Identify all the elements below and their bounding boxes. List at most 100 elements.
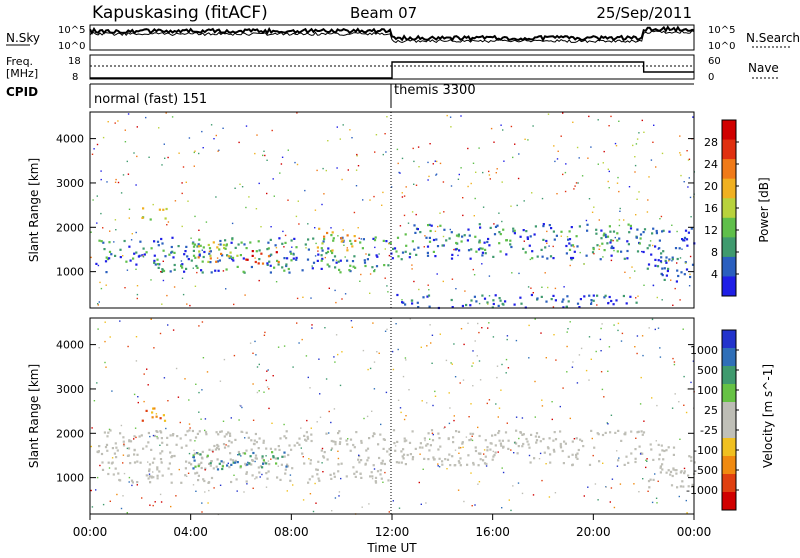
heatmap-noise <box>405 186 407 188</box>
heatmap-noise <box>289 474 292 476</box>
heatmap-noise <box>376 351 378 353</box>
heatmap-noise <box>411 268 413 270</box>
heatmap-cell <box>245 431 248 434</box>
heatmap-noise <box>259 476 261 478</box>
heatmap-noise <box>386 116 388 118</box>
heatmap-cell <box>245 449 248 452</box>
heatmap-cell <box>129 440 133 443</box>
heatmap-cell <box>117 472 120 475</box>
heatmap-cell <box>183 253 186 256</box>
heatmap-noise <box>639 403 642 405</box>
heatmap-cell <box>498 242 501 245</box>
heatmap-noise <box>428 175 430 178</box>
heatmap-cell <box>682 485 685 488</box>
heatmap-cell <box>477 248 481 251</box>
heatmap-noise <box>418 166 420 168</box>
heatmap-cell <box>693 461 696 464</box>
heatmap-noise <box>486 402 488 405</box>
heatmap-cell <box>354 266 357 269</box>
heatmap-noise <box>330 227 332 229</box>
heatmap-cell <box>528 244 531 247</box>
heatmap-noise <box>510 449 512 451</box>
heatmap-noise <box>636 138 639 140</box>
heatmap-noise <box>398 507 401 509</box>
heatmap-cell <box>603 249 606 252</box>
heatmap-cell <box>315 468 318 471</box>
heatmap-cell <box>361 247 364 250</box>
heatmap-noise <box>569 264 571 267</box>
heatmap-cell <box>194 472 197 475</box>
heatmap-noise <box>386 328 388 331</box>
heatmap-noise <box>178 468 180 471</box>
y-tick-label: 1000 <box>56 472 84 485</box>
heatmap-noise <box>213 138 215 140</box>
heatmap-noise <box>444 426 446 428</box>
heatmap-noise <box>102 503 105 506</box>
power-ylabel: Slant Range [km] <box>27 158 41 262</box>
heatmap-cell <box>342 240 345 243</box>
heatmap-cell <box>258 471 261 474</box>
heatmap-cell <box>567 455 570 458</box>
heatmap-noise <box>457 489 460 491</box>
colorbar-segment <box>722 276 736 297</box>
heatmap-noise <box>292 484 294 486</box>
heatmap-noise <box>252 487 254 489</box>
heatmap-cell <box>193 243 197 246</box>
heatmap-cell <box>283 257 286 260</box>
y-tick-label: 4000 <box>56 133 84 146</box>
heatmap-cell <box>192 467 195 470</box>
heatmap-cell <box>171 455 174 458</box>
heatmap-cell <box>269 447 272 450</box>
heatmap-noise <box>483 449 486 451</box>
heatmap-noise <box>446 114 448 117</box>
heatmap-cell <box>542 223 545 226</box>
heatmap-noise <box>218 248 220 250</box>
heatmap-noise <box>384 277 386 279</box>
heatmap-cell <box>216 468 220 471</box>
heatmap-cell <box>469 257 472 260</box>
heatmap-cell <box>273 266 276 269</box>
x-tick-label: 00:00 <box>73 525 108 539</box>
heatmap-noise <box>515 416 518 418</box>
heatmap-cell <box>496 224 499 227</box>
heatmap-noise <box>629 277 631 279</box>
heatmap-cell <box>663 267 666 270</box>
heatmap-cell <box>404 250 407 253</box>
heatmap-cell <box>441 244 444 247</box>
heatmap-cell <box>689 275 692 279</box>
heatmap-cell <box>404 303 407 306</box>
heatmap-noise <box>172 329 175 331</box>
heatmap-cell <box>170 251 173 254</box>
heatmap-cell <box>247 436 250 439</box>
heatmap-noise <box>610 414 613 416</box>
heatmap-cell <box>618 237 621 240</box>
heatmap-noise <box>96 382 98 384</box>
heatmap-cell <box>494 451 497 454</box>
heatmap-cell <box>664 259 667 262</box>
heatmap-noise <box>189 427 191 429</box>
heatmap-cell <box>307 481 310 484</box>
heatmap-noise <box>429 143 431 145</box>
heatmap-cell <box>432 238 436 242</box>
heatmap-noise <box>241 406 243 409</box>
heatmap-noise <box>585 219 588 222</box>
heatmap-noise <box>135 268 137 270</box>
heatmap-cell <box>369 475 372 478</box>
heatmap-noise <box>432 163 434 165</box>
heatmap-cell <box>641 433 644 436</box>
heatmap-cell <box>274 448 277 451</box>
colorbar-tick-label: 500 <box>697 364 718 377</box>
heatmap-noise <box>554 492 557 494</box>
heatmap-cell <box>239 254 242 257</box>
heatmap-noise <box>102 136 105 139</box>
heatmap-cell <box>232 259 235 262</box>
heatmap-cell <box>499 442 502 445</box>
heatmap-noise <box>674 287 676 290</box>
heatmap-cell <box>441 460 444 463</box>
heatmap-noise <box>575 182 578 184</box>
heatmap-cell <box>173 454 176 458</box>
heatmap-cell <box>154 263 157 266</box>
heatmap-noise <box>458 173 460 176</box>
heatmap-noise <box>180 260 183 262</box>
heatmap-cell <box>636 250 640 253</box>
